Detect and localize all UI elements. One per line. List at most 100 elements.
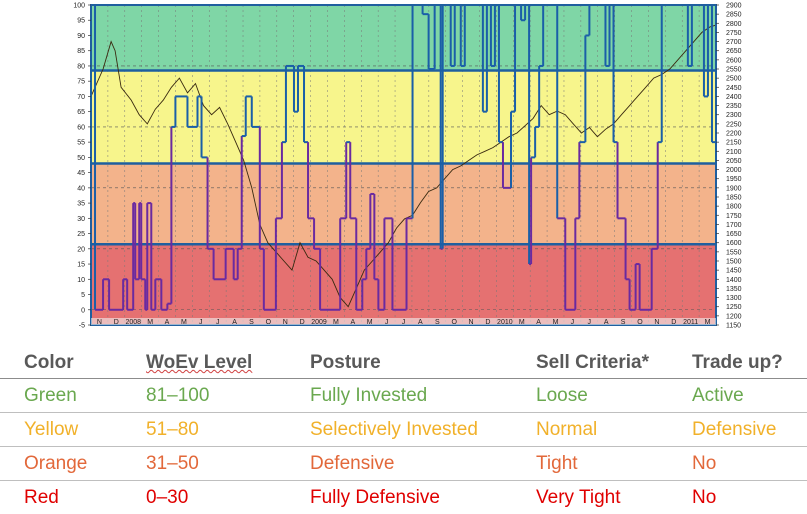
month-label: 2011 xyxy=(683,319,698,326)
cell-posture: Fully Defensive xyxy=(310,486,440,508)
right-tick-label: 1350 xyxy=(726,286,742,293)
month-label: 2009 xyxy=(311,319,327,326)
woev-chart: -5 0 5 10 15 20 25 30 35 40 45 50 55 60 65 70 75 80 85 90 95… xyxy=(73,3,742,330)
month-label: M xyxy=(333,319,339,326)
zone-red xyxy=(91,244,716,325)
left-tick-label: 25 xyxy=(77,231,85,238)
month-label: A xyxy=(604,319,609,326)
left-tick-label: 75 xyxy=(77,79,85,86)
header-sell-criteria: Sell Criteria* xyxy=(524,348,680,379)
left-tick-label: 20 xyxy=(77,246,85,253)
month-label: A xyxy=(418,319,423,326)
month-label: N xyxy=(283,319,288,326)
cell-trade-up: Active xyxy=(680,378,807,413)
cell-sell-criteria: Very Tight xyxy=(536,486,621,508)
cell-color: Orange xyxy=(0,446,134,481)
right-tick-label: 1550 xyxy=(726,249,742,256)
right-tick-label: 2250 xyxy=(726,121,742,128)
month-label: S xyxy=(435,319,440,326)
left-tick-label: 70 xyxy=(77,94,85,101)
right-tick-label: 2000 xyxy=(726,167,742,174)
cell-posture: Defensive xyxy=(298,446,524,481)
month-label: O xyxy=(266,319,272,326)
cell-sell-criteria: Loose xyxy=(524,378,680,413)
month-label: J xyxy=(588,319,592,326)
month-label: D xyxy=(300,319,305,326)
cell-trade-up: No xyxy=(692,486,717,508)
cell-posture: Selectively Invested xyxy=(298,412,524,447)
left-tick-label: 0 xyxy=(81,307,85,314)
legend-header-row: Color WoEv Level Posture Sell Criteria* … xyxy=(0,348,807,379)
zone-yellow xyxy=(91,70,716,164)
month-label: J xyxy=(402,319,406,326)
right-tick-label: 1950 xyxy=(726,176,742,183)
right-tick-label: 2700 xyxy=(726,39,742,46)
right-tick-label: 2900 xyxy=(726,3,742,10)
right-tick-label: 2600 xyxy=(726,57,742,64)
right-tick-label: 1250 xyxy=(726,304,742,311)
month-strip xyxy=(91,318,716,325)
legend-row-yellow: Yellow 51–80 Selectively Invested Normal Def… xyxy=(0,412,807,447)
cell-color: Yellow xyxy=(0,412,134,447)
month-label: A xyxy=(350,319,355,326)
header-color: Color xyxy=(0,348,134,379)
right-tick-label: 1150 xyxy=(726,323,741,330)
right-tick-label: 1900 xyxy=(726,185,742,192)
month-label: D xyxy=(671,319,676,326)
right-tick-label: 1300 xyxy=(726,295,742,302)
month-label: A xyxy=(232,319,237,326)
left-tick-label: 5 xyxy=(81,292,85,299)
right-tick-label: 1800 xyxy=(726,204,742,211)
cell-woev-level: 31–50 xyxy=(134,446,298,481)
right-tick-label: 1700 xyxy=(726,222,742,229)
zone-green xyxy=(91,5,716,71)
left-tick-label: 50 xyxy=(77,155,85,162)
right-tick-label: 1850 xyxy=(726,195,742,202)
left-tick-label: 80 xyxy=(77,63,85,70)
right-tick-label: 1650 xyxy=(726,231,742,238)
header-woev-level: WoEv Level xyxy=(134,348,298,379)
cell-trade-up: Defensive xyxy=(680,412,807,447)
month-label: M xyxy=(553,319,559,326)
cell-trade-up: No xyxy=(680,446,807,481)
right-tick-label: 2300 xyxy=(726,112,742,119)
month-label: M xyxy=(147,319,153,326)
cell-woev-level: 0–30 xyxy=(146,486,189,508)
zone-orange xyxy=(91,163,716,245)
right-tick-label: 2350 xyxy=(726,103,742,110)
right-tick-label: 1500 xyxy=(726,259,742,266)
cell-color: Red xyxy=(24,486,59,508)
month-axis: N D 2008 M A M J J A S O N D 2009 M A M J J A S O N D 2010 M A M J J A… xyxy=(91,318,716,326)
cell-sell-criteria: Normal xyxy=(524,412,680,447)
right-tick-label: 2550 xyxy=(726,67,742,74)
month-label: J xyxy=(216,319,220,326)
header-posture: Posture xyxy=(298,348,524,379)
zone-bands xyxy=(91,5,716,325)
month-label: J xyxy=(199,319,203,326)
month-label: N xyxy=(654,319,659,326)
posture-legend-table: Color WoEv Level Posture Sell Criteria* … xyxy=(0,348,807,514)
woev-series xyxy=(91,4,716,311)
right-tick-label: 2100 xyxy=(726,149,742,156)
right-tick-label: 2450 xyxy=(726,85,742,92)
left-axis-ticks: -5 0 5 10 15 20 25 30 35 40 45 50 55 60 65 70 75 80 85 90 95… xyxy=(73,3,91,330)
right-tick-label: 1600 xyxy=(726,240,742,247)
legend-row-orange: Orange 31–50 Defensive Tight No xyxy=(0,446,807,481)
right-tick-label: 2400 xyxy=(726,94,742,101)
left-tick-label: 85 xyxy=(77,48,85,55)
month-label: M xyxy=(519,319,525,326)
month-label: O xyxy=(637,319,643,326)
month-label: N xyxy=(469,319,474,326)
left-tick-label: 15 xyxy=(77,262,85,269)
month-label: D xyxy=(485,319,490,326)
month-label: J xyxy=(385,319,389,326)
right-tick-label: 2750 xyxy=(726,30,742,37)
cell-woev-level: 81–100 xyxy=(134,378,298,413)
month-label: A xyxy=(536,319,541,326)
left-tick-label: 45 xyxy=(77,170,85,177)
month-label: N xyxy=(97,319,102,326)
month-label: M xyxy=(705,319,711,326)
cell-posture: Fully Invested xyxy=(298,378,524,413)
right-axis-ticks: 1150 1200 1250 1300 1350 1400 1450 1500 1550 1600… xyxy=(716,3,742,330)
month-label: D xyxy=(114,319,119,326)
